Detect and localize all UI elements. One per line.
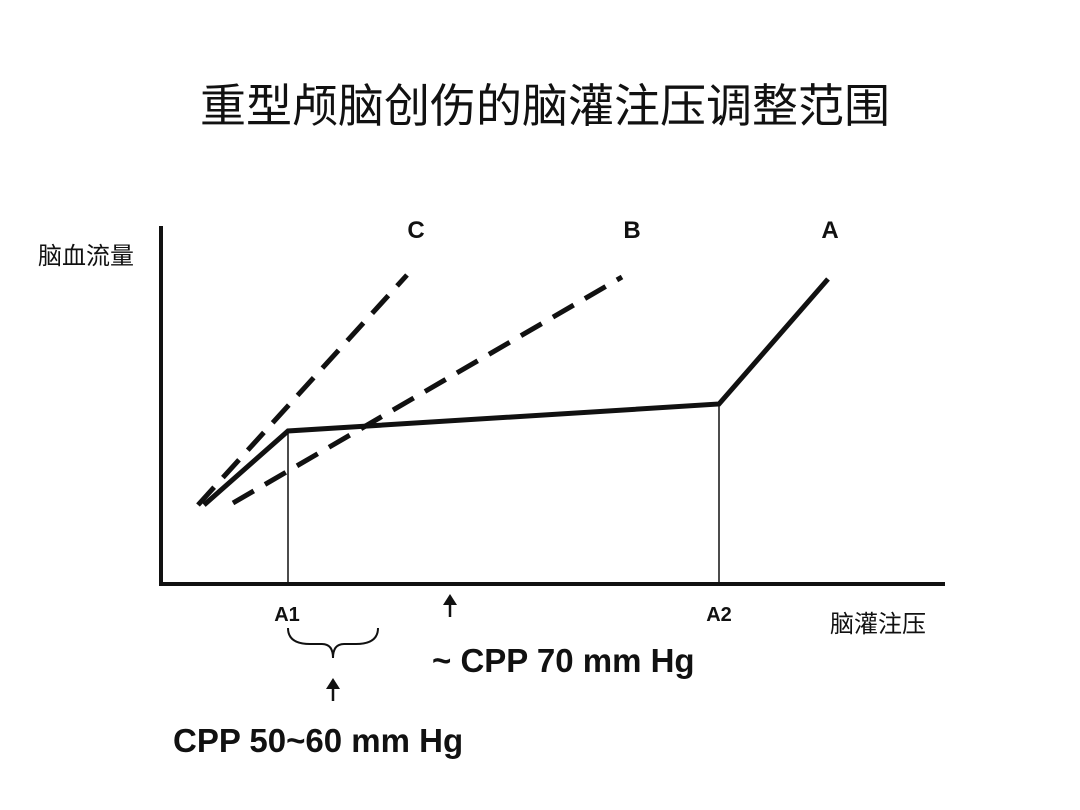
- x-tick-a2: A2: [706, 604, 732, 626]
- curve-a-label: A: [821, 217, 838, 244]
- curve-a-line: [202, 277, 830, 507]
- curve-c-line: [196, 273, 409, 507]
- curve-c-label: C: [407, 217, 424, 244]
- up-arrow-icon: [326, 678, 340, 701]
- brace-icon: [287, 627, 379, 659]
- slide-title: 重型颅脑创伤的脑灌注压调整范围: [200, 79, 890, 133]
- x-tick-a1: A1: [274, 604, 300, 626]
- x-axis-label: 脑灌注压: [830, 610, 926, 638]
- curve-b-label: B: [623, 217, 640, 244]
- threshold-cpp-label: CPP 50~60 mm Hg: [173, 722, 463, 759]
- optimal-cpp-label: ~ CPP 70 mm Hg: [432, 642, 695, 679]
- up-arrow-icon: [443, 594, 457, 617]
- curve-b-line: [231, 274, 624, 506]
- y-axis-label: 脑血流量: [38, 242, 134, 270]
